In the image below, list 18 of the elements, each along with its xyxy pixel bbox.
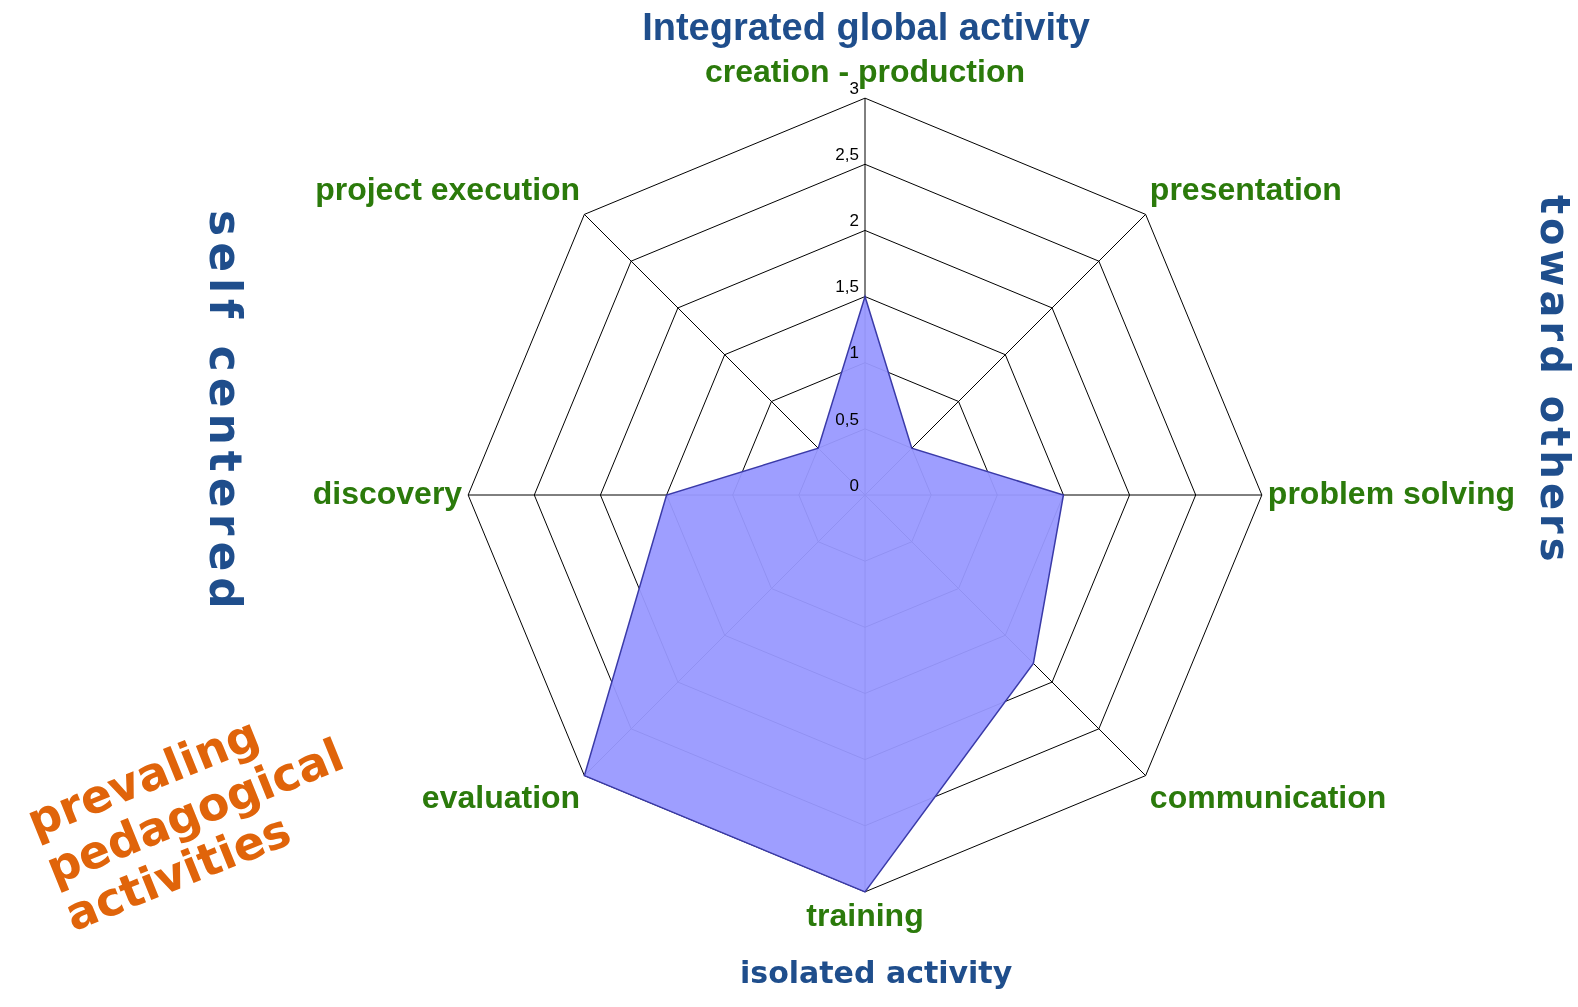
y-tick-label: 1,5 bbox=[835, 277, 859, 297]
spoke-label: discovery bbox=[312, 474, 463, 511]
spoke-label: presentation bbox=[1149, 170, 1342, 207]
y-tick-label: 2,5 bbox=[835, 144, 859, 164]
chart-title: Integrated global activity bbox=[641, 6, 1091, 49]
y-tick-label: 0,5 bbox=[835, 409, 859, 429]
spoke-label: evaluation bbox=[421, 778, 581, 815]
y-tick-label: 0 bbox=[849, 475, 859, 495]
y-tick-label: 2 bbox=[849, 211, 859, 231]
text: isolated activity bbox=[740, 955, 1013, 990]
spoke-label: project execution bbox=[315, 170, 581, 207]
spoke-label: communication bbox=[1149, 778, 1387, 815]
spoke-label: problem solving bbox=[1267, 474, 1515, 511]
text: self centered bbox=[200, 210, 251, 615]
y-tick-label: 3 bbox=[849, 78, 859, 98]
spoke-label: training bbox=[806, 896, 924, 933]
text: toward others bbox=[1532, 195, 1578, 566]
y-tick-label: 1 bbox=[849, 343, 859, 363]
